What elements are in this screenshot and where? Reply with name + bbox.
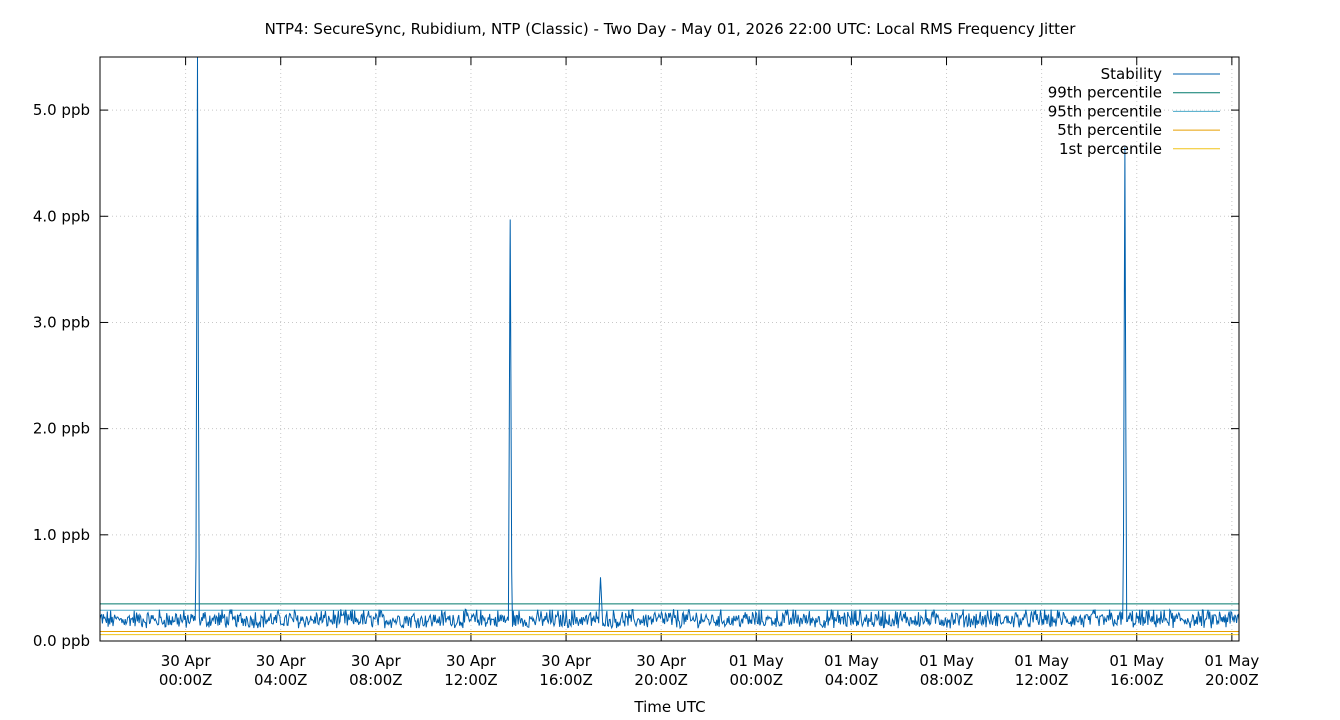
x-tick-time: 00:00Z — [159, 671, 213, 689]
x-tick-time: 12:00Z — [444, 671, 498, 689]
grid-lines — [100, 57, 1239, 641]
x-tick-time: 08:00Z — [920, 671, 974, 689]
x-tick-date: 01 May — [1109, 652, 1164, 670]
x-axis-label: Time UTC — [633, 698, 705, 716]
x-tick-time: 08:00Z — [349, 671, 403, 689]
x-tick-date: 30 Apr — [351, 652, 402, 670]
x-tick-time: 16:00Z — [539, 671, 593, 689]
x-tick-date: 30 Apr — [446, 652, 497, 670]
x-tick-time: 12:00Z — [1015, 671, 1069, 689]
x-tick-date: 01 May — [1204, 652, 1259, 670]
y-axis: 0.0 ppb 1.0 ppb 2.0 ppb 3.0 ppb 4.0 ppb 5.0 p… — [33, 101, 1239, 650]
y-tick-label: 0.0 ppb — [33, 632, 90, 650]
legend-label: 5th percentile — [1057, 121, 1162, 139]
plot-area — [99, 56, 1240, 636]
x-tick-date: 01 May — [1014, 652, 1069, 670]
plot-border — [99, 56, 1240, 642]
legend-label: 99th percentile — [1048, 84, 1162, 102]
y-tick-label: 5.0 ppb — [33, 101, 90, 119]
chart-title: NTP4: SecureSync, Rubidium, NTP (Classic… — [265, 20, 1077, 38]
y-tick-label: 1.0 ppb — [33, 526, 90, 544]
x-tick-date: 30 Apr — [161, 652, 212, 670]
legend-label: 1st percentile — [1059, 140, 1162, 158]
y-tick-label: 2.0 ppb — [33, 420, 90, 438]
x-tick-date: 30 Apr — [256, 652, 307, 670]
x-tick-time: 20:00Z — [1205, 671, 1259, 689]
x-tick-time: 04:00Z — [254, 671, 308, 689]
x-tick-date: 30 Apr — [541, 652, 592, 670]
x-tick-time: 20:00Z — [634, 671, 688, 689]
stability-series-line — [99, 56, 1240, 630]
x-tick-date: 01 May — [729, 652, 784, 670]
x-tick-time: 16:00Z — [1110, 671, 1164, 689]
x-tick-date: 01 May — [919, 652, 974, 670]
x-tick-time: 00:00Z — [730, 671, 784, 689]
legend-label: 95th percentile — [1048, 102, 1162, 120]
legend-label: Stability — [1101, 65, 1163, 83]
x-tick-date: 01 May — [824, 652, 879, 670]
y-tick-label: 4.0 ppb — [33, 207, 90, 225]
y-tick-label: 3.0 ppb — [33, 313, 90, 331]
x-tick-date: 30 Apr — [636, 652, 687, 670]
x-tick-time: 04:00Z — [825, 671, 879, 689]
